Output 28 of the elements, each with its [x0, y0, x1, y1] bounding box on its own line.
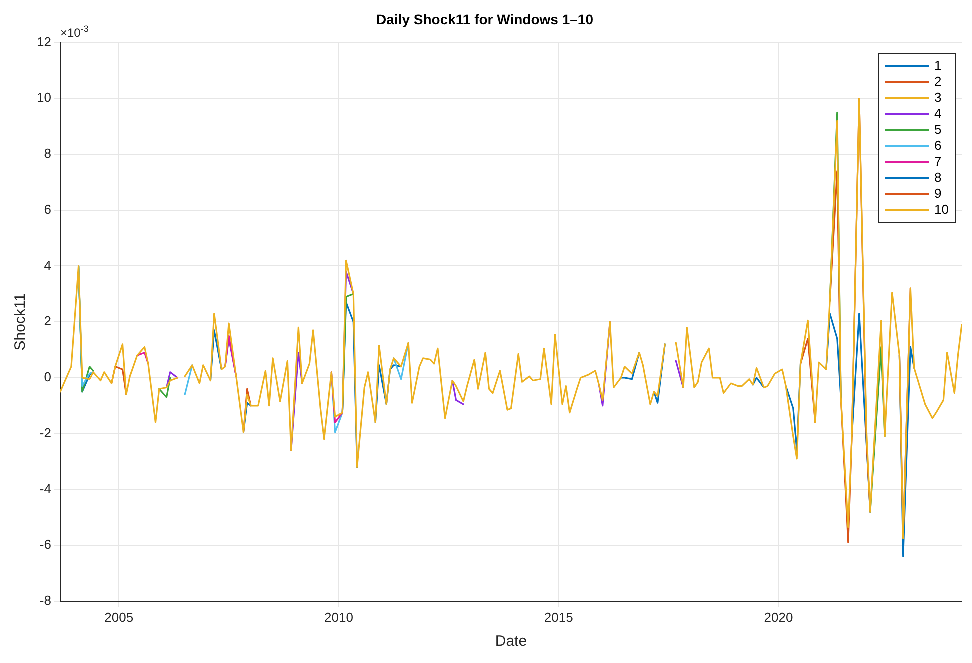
legend-label: 8 [934, 170, 942, 186]
y-tick-label: -6 [40, 537, 52, 552]
legend-label: 5 [934, 122, 942, 138]
chart-title: Daily Shock11 for Windows 1–10 [376, 11, 594, 28]
y-tick-label: 10 [36, 90, 52, 106]
x-tick-label: 2010 [324, 610, 354, 625]
y-tick-label: -8 [40, 592, 52, 608]
legend-label: 7 [934, 154, 942, 170]
x-tick-label: 2015 [544, 610, 574, 625]
y-tick-label: 2 [44, 314, 52, 329]
y-tick-label: 12 [36, 34, 52, 50]
x-axis-title: Date [495, 633, 528, 650]
legend-label: 4 [934, 106, 942, 122]
legend-label: 6 [934, 138, 942, 154]
legend-label: 1 [934, 58, 942, 74]
y-tick-label: 8 [44, 146, 52, 162]
x-tick-label: 2005 [104, 610, 134, 625]
x-tick-label: 2020 [764, 610, 794, 625]
legend-label: 10 [934, 202, 949, 218]
legend-label: 3 [934, 90, 942, 106]
legend-label: 2 [934, 74, 942, 90]
y-tick-label: 4 [44, 258, 52, 273]
y-tick-label: 0 [44, 370, 52, 385]
y-tick-label: -4 [40, 481, 52, 496]
legend-label: 9 [934, 186, 942, 202]
y-tick-label: -2 [40, 425, 52, 440]
y-tick-label: 6 [44, 202, 52, 217]
y-axis-title: Shock11 [12, 293, 30, 351]
